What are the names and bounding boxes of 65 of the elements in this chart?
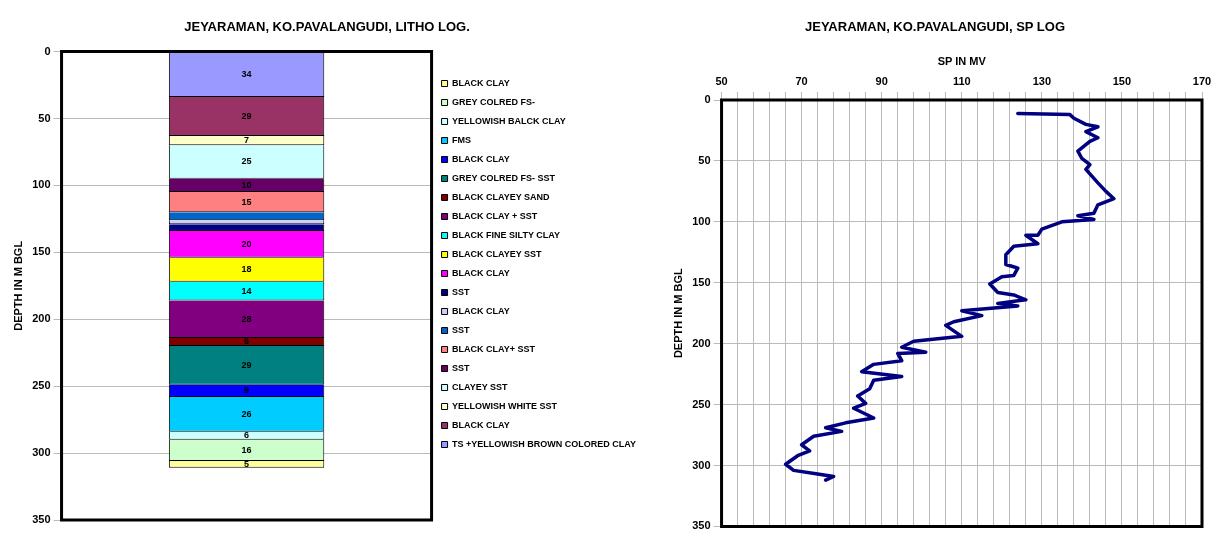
legend-label: BLACK CLAY bbox=[452, 153, 510, 164]
data-label: 9 bbox=[244, 385, 250, 396]
y-tick-label: 150 bbox=[32, 245, 51, 258]
legend-label: TS +YELLOWISH BROWN COLORED CLAY bbox=[452, 438, 637, 449]
y-tick-label: 0 bbox=[44, 44, 51, 57]
legend-label: YELLOWISH BALCK CLAY bbox=[452, 115, 566, 126]
legend-label: BLACK CLAYEY SAND bbox=[452, 191, 551, 202]
y-tick-label: 150 bbox=[692, 275, 711, 288]
data-label: 29 bbox=[241, 359, 252, 370]
legend-label: BLACK FINE SILTY CLAY bbox=[452, 229, 560, 240]
legend-label: BLACK CLAY+ SST bbox=[452, 343, 536, 354]
x-axis-title: SP IN MV bbox=[937, 55, 987, 68]
data-label: 18 bbox=[241, 264, 252, 275]
legend-label: CLAYEY SST bbox=[452, 381, 509, 392]
x-tick-label: 110 bbox=[952, 75, 971, 88]
y-tick-label: 300 bbox=[692, 458, 711, 471]
x-tick-label: 130 bbox=[1032, 75, 1052, 88]
legend-label: BLACK CLAY bbox=[452, 419, 510, 430]
y-tick-label: 200 bbox=[692, 336, 711, 349]
legend-label: BLACK CLAY bbox=[452, 77, 510, 88]
y-tick-label: 350 bbox=[692, 519, 711, 532]
legend-label: FMS bbox=[452, 134, 472, 145]
data-label: 6 bbox=[244, 336, 250, 347]
y-tick-label: 0 bbox=[704, 93, 711, 106]
x-tick-label: 90 bbox=[875, 75, 888, 88]
legend-label: BLACK CLAY bbox=[452, 267, 510, 278]
data-label: 14 bbox=[241, 285, 252, 296]
data-label: 29 bbox=[241, 110, 252, 121]
legend-label: SST bbox=[452, 362, 471, 373]
chart-title: JEYARAMAN, KO.PAVALANGUDI, SP LOG bbox=[804, 19, 1066, 35]
data-label: 26 bbox=[241, 408, 252, 419]
legend-label: YELLOWISH WHITE SST bbox=[452, 400, 558, 411]
x-tick-label: 150 bbox=[1112, 75, 1132, 88]
legend-label: BLACK CLAY bbox=[452, 305, 510, 316]
y-tick-label: 50 bbox=[38, 111, 51, 124]
legend-label: SST bbox=[452, 286, 471, 297]
x-tick-label: 170 bbox=[1192, 75, 1212, 88]
data-label: 6 bbox=[244, 430, 250, 441]
x-tick-label: 70 bbox=[795, 75, 808, 88]
y-axis-title: DEPTH IN M BGL bbox=[11, 240, 24, 331]
y-tick-label: 250 bbox=[32, 379, 51, 392]
x-tick-label: 50 bbox=[715, 75, 728, 88]
data-label: 5 bbox=[244, 458, 250, 469]
y-tick-label: 350 bbox=[32, 513, 51, 526]
data-label: 10 bbox=[241, 179, 252, 190]
y-tick-label: 100 bbox=[32, 178, 51, 191]
y-axis-title: DEPTH IN M BGL bbox=[671, 268, 684, 359]
legend-label: BLACK CLAY + SST bbox=[452, 210, 538, 221]
legend-label: GREY COLRED FS- SST bbox=[452, 172, 556, 183]
data-label: 34 bbox=[241, 69, 252, 80]
legend-label: GREY COLRED FS- bbox=[452, 96, 535, 107]
data-label: 20 bbox=[241, 238, 252, 249]
data-label: 28 bbox=[241, 313, 252, 324]
y-tick-label: 200 bbox=[32, 312, 51, 325]
data-label: 25 bbox=[241, 156, 252, 167]
y-tick-label: 50 bbox=[698, 153, 711, 166]
legend-label: BLACK CLAYEY SST bbox=[452, 248, 543, 259]
data-label: 7 bbox=[244, 135, 250, 146]
chart-title: JEYARAMAN, KO.PAVALANGUDI, LITHO LOG. bbox=[184, 19, 470, 35]
legend-label: SST bbox=[452, 324, 471, 335]
data-label: 16 bbox=[241, 444, 252, 455]
y-tick-label: 100 bbox=[692, 214, 711, 227]
y-tick-label: 300 bbox=[32, 446, 51, 459]
y-tick-label: 250 bbox=[692, 397, 711, 410]
data-label: 15 bbox=[241, 196, 252, 207]
